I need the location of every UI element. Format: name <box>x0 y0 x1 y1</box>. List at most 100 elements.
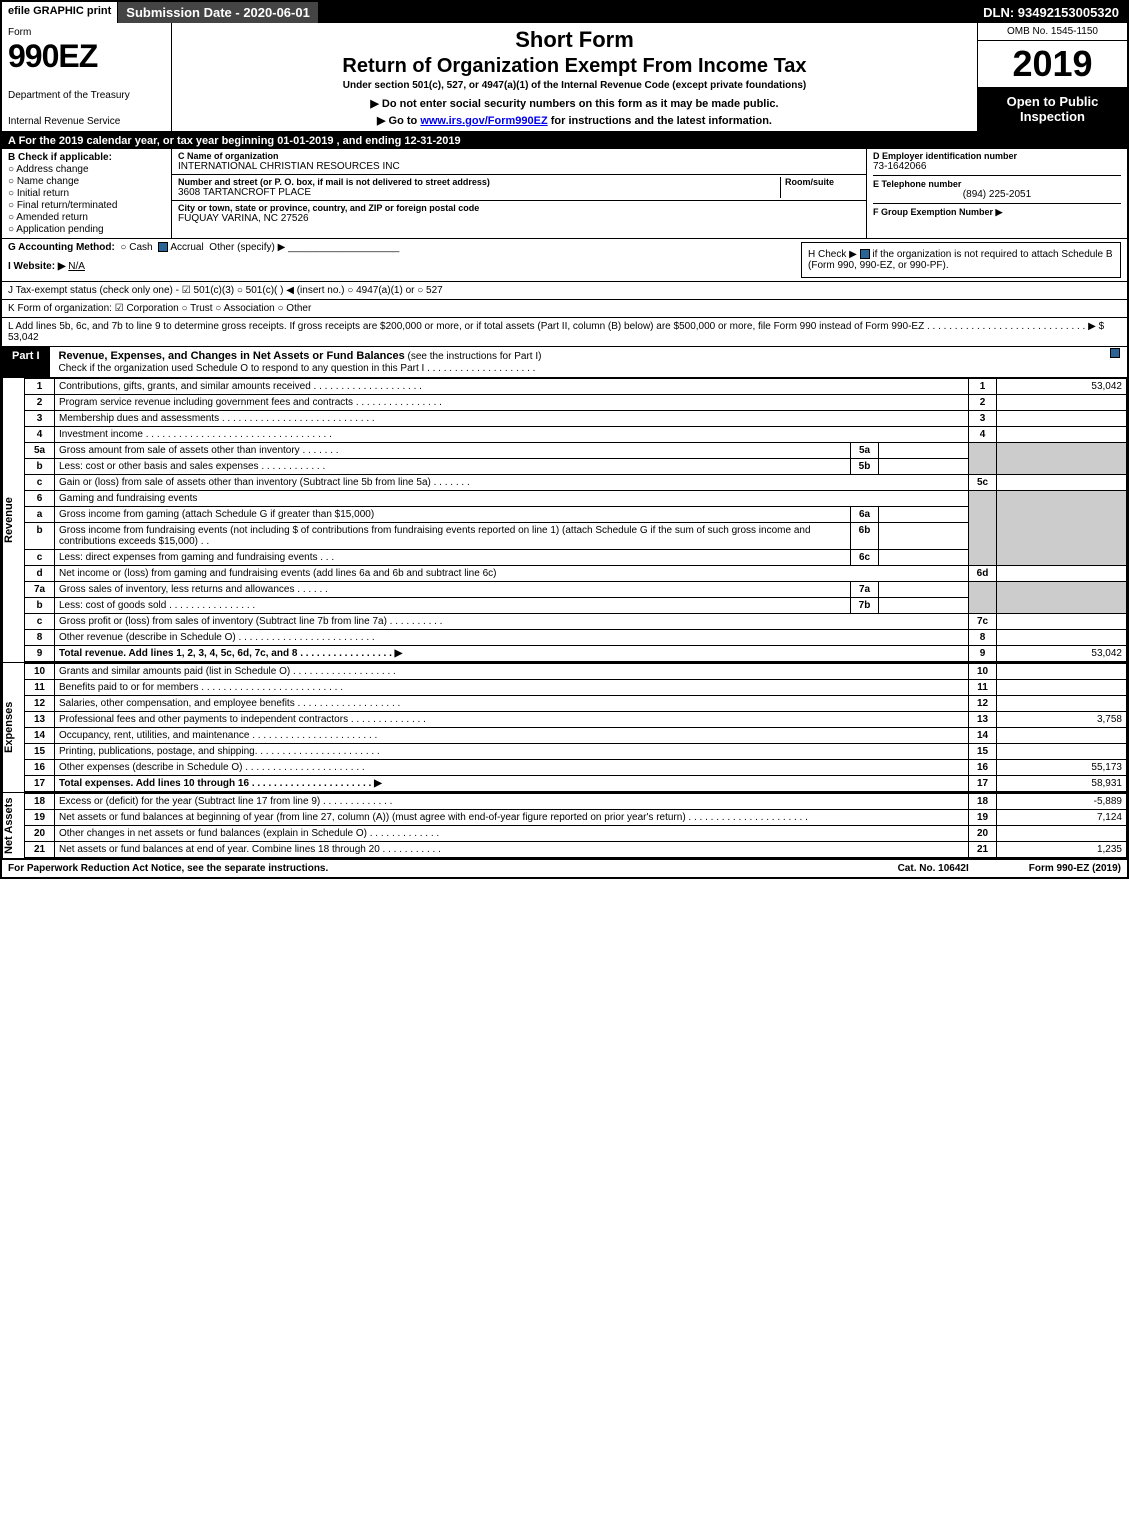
line-5b: bLess: cost or other basis and sales exp… <box>25 459 1127 475</box>
expenses-section: Expenses 10Grants and similar amounts pa… <box>2 662 1127 792</box>
irs-link[interactable]: www.irs.gov/Form990EZ <box>420 115 547 127</box>
part-i-title-sub: (see the instructions for Part I) <box>405 351 542 362</box>
line-4: 4Investment income . . . . . . . . . . .… <box>25 427 1127 443</box>
expenses-table: 10Grants and similar amounts paid (list … <box>24 663 1127 792</box>
line-17: 17Total expenses. Add lines 10 through 1… <box>25 776 1127 792</box>
check-application-pending[interactable]: Application pending <box>8 224 165 235</box>
h-text2: if the organization is not required to a… <box>872 249 1112 260</box>
line-21: 21Net assets or fund balances at end of … <box>25 842 1127 858</box>
g-cash[interactable]: Cash <box>129 242 152 253</box>
net-assets-section: Net Assets 18Excess or (deficit) for the… <box>2 792 1127 858</box>
h-text1: H Check ▶ <box>808 249 857 260</box>
under-section-text: Under section 501(c), 527, or 4947(a)(1)… <box>180 80 969 91</box>
h-checkbox[interactable] <box>860 249 870 259</box>
line-6a: aGross income from gaming (attach Schedu… <box>25 507 1127 523</box>
ein-label: D Employer identification number <box>873 151 1121 161</box>
box-c: C Name of organization INTERNATIONAL CHR… <box>172 149 867 238</box>
check-final-return[interactable]: Final return/terminated <box>8 200 165 211</box>
header-left: Form 990EZ Department of the Treasury In… <box>2 23 172 131</box>
street-address: 3608 TARTANCROFT PLACE <box>178 187 780 198</box>
line-2: 2Program service revenue including gover… <box>25 395 1127 411</box>
check-name-change[interactable]: Name change <box>8 176 165 187</box>
tax-year: 2019 <box>978 41 1127 88</box>
line-3: 3Membership dues and assessments . . . .… <box>25 411 1127 427</box>
efile-print-label[interactable]: efile GRAPHIC print <box>2 2 118 23</box>
g-label: G Accounting Method: <box>8 242 115 253</box>
org-name: INTERNATIONAL CHRISTIAN RESOURCES INC <box>178 161 860 172</box>
h-text3: (Form 990, 990-EZ, or 990-PF). <box>808 260 949 271</box>
check-amended-return[interactable]: Amended return <box>8 212 165 223</box>
part-i-number: Part I <box>2 347 51 377</box>
footer-cat-no: Cat. No. 10642I <box>898 863 969 874</box>
form-990ez-document: efile GRAPHIC print Submission Date - 20… <box>0 0 1129 879</box>
line-12: 12Salaries, other compensation, and empl… <box>25 696 1127 712</box>
part-i-title: Revenue, Expenses, and Changes in Net As… <box>51 347 1103 377</box>
form-word: Form <box>8 27 165 38</box>
dept-irs: Internal Revenue Service <box>8 116 165 127</box>
check-initial-return[interactable]: Initial return <box>8 188 165 199</box>
group-exemption-label: F Group Exemption Number ▶ <box>873 207 1121 218</box>
form-header: Form 990EZ Department of the Treasury In… <box>2 23 1127 133</box>
net-assets-table: 18Excess or (deficit) for the year (Subt… <box>24 793 1127 858</box>
g-accrual-checkbox[interactable] <box>158 242 168 252</box>
ein-value: 73-1642066 <box>873 161 1121 172</box>
form-number: 990EZ <box>8 38 165 75</box>
short-form-title: Short Form <box>180 27 969 53</box>
line-16: 16Other expenses (describe in Schedule O… <box>25 760 1127 776</box>
street-label: Number and street (or P. O. box, if mail… <box>178 177 780 187</box>
tax-period-line: A For the 2019 calendar year, or tax yea… <box>2 133 1127 149</box>
line-8: 8Other revenue (describe in Schedule O) … <box>25 630 1127 646</box>
row-j: J Tax-exempt status (check only one) - ☑… <box>2 282 1127 300</box>
line-7a: 7aGross sales of inventory, less returns… <box>25 582 1127 598</box>
top-bar: efile GRAPHIC print Submission Date - 20… <box>2 2 1127 23</box>
box-b: B Check if applicable: Address change Na… <box>2 149 172 238</box>
revenue-table: 1Contributions, gifts, grants, and simil… <box>24 378 1127 662</box>
box-h: H Check ▶ if the organization is not req… <box>801 242 1121 278</box>
line-20: 20Other changes in net assets or fund ba… <box>25 826 1127 842</box>
line-6: 6Gaming and fundraising events <box>25 491 1127 507</box>
footer-form-ref: Form 990-EZ (2019) <box>1029 863 1121 874</box>
city-label: City or town, state or province, country… <box>178 203 860 213</box>
line-11: 11Benefits paid to or for members . . . … <box>25 680 1127 696</box>
row-i: I Website: ▶ N/A <box>8 261 801 272</box>
omb-number: OMB No. 1545-1150 <box>978 23 1127 41</box>
room-label: Room/suite <box>785 177 860 187</box>
part-i-header: Part I Revenue, Expenses, and Changes in… <box>2 347 1127 377</box>
website-label: I Website: ▶ <box>8 261 66 272</box>
phone-value: (894) 225-2051 <box>873 189 1121 200</box>
line-6d: dNet income or (loss) from gaming and fu… <box>25 566 1127 582</box>
line-13: 13Professional fees and other payments t… <box>25 712 1127 728</box>
box-b-label: B Check if applicable: <box>8 152 165 163</box>
dept-treasury: Department of the Treasury <box>8 90 165 101</box>
ssn-warning: ▶ Do not enter social security numbers o… <box>180 97 969 110</box>
row-g-h: G Accounting Method: ○ Cash Accrual Othe… <box>2 239 1127 282</box>
line-6c: cLess: direct expenses from gaming and f… <box>25 550 1127 566</box>
open-to-public: Open to Public Inspection <box>978 88 1127 131</box>
form-title: Return of Organization Exempt From Incom… <box>180 55 969 78</box>
expenses-vlabel: Expenses <box>2 663 24 792</box>
goto-suffix: for instructions and the latest informat… <box>548 115 772 127</box>
line-1: 1Contributions, gifts, grants, and simil… <box>25 379 1127 395</box>
box-d-e-f: D Employer identification number 73-1642… <box>867 149 1127 238</box>
line-14: 14Occupancy, rent, utilities, and mainte… <box>25 728 1127 744</box>
row-l: L Add lines 5b, 6c, and 7b to line 9 to … <box>2 318 1127 347</box>
line-10: 10Grants and similar amounts paid (list … <box>25 664 1127 680</box>
revenue-section: Revenue 1Contributions, gifts, grants, a… <box>2 377 1127 662</box>
g-other[interactable]: Other (specify) ▶ <box>209 242 285 253</box>
line-7c: cGross profit or (loss) from sales of in… <box>25 614 1127 630</box>
line-7b: bLess: cost of goods sold . . . . . . . … <box>25 598 1127 614</box>
accounting-method-line: G Accounting Method: ○ Cash Accrual Othe… <box>8 242 801 253</box>
line-19: 19Net assets or fund balances at beginni… <box>25 810 1127 826</box>
city-state-zip: FUQUAY VARINA, NC 27526 <box>178 213 860 224</box>
line-15: 15Printing, publications, postage, and s… <box>25 744 1127 760</box>
net-assets-vlabel: Net Assets <box>2 793 24 858</box>
g-accrual: Accrual <box>170 242 203 253</box>
line-5c: cGain or (loss) from sale of assets othe… <box>25 475 1127 491</box>
part-i-check-line: Check if the organization used Schedule … <box>59 363 536 374</box>
check-address-change[interactable]: Address change <box>8 164 165 175</box>
header-right: OMB No. 1545-1150 2019 Open to Public In… <box>977 23 1127 131</box>
info-boxes: B Check if applicable: Address change Na… <box>2 149 1127 239</box>
org-name-label: C Name of organization <box>178 151 860 161</box>
part-i-schedule-o-checkbox[interactable] <box>1103 347 1127 377</box>
submission-date-label: Submission Date - 2020-06-01 <box>118 2 318 23</box>
